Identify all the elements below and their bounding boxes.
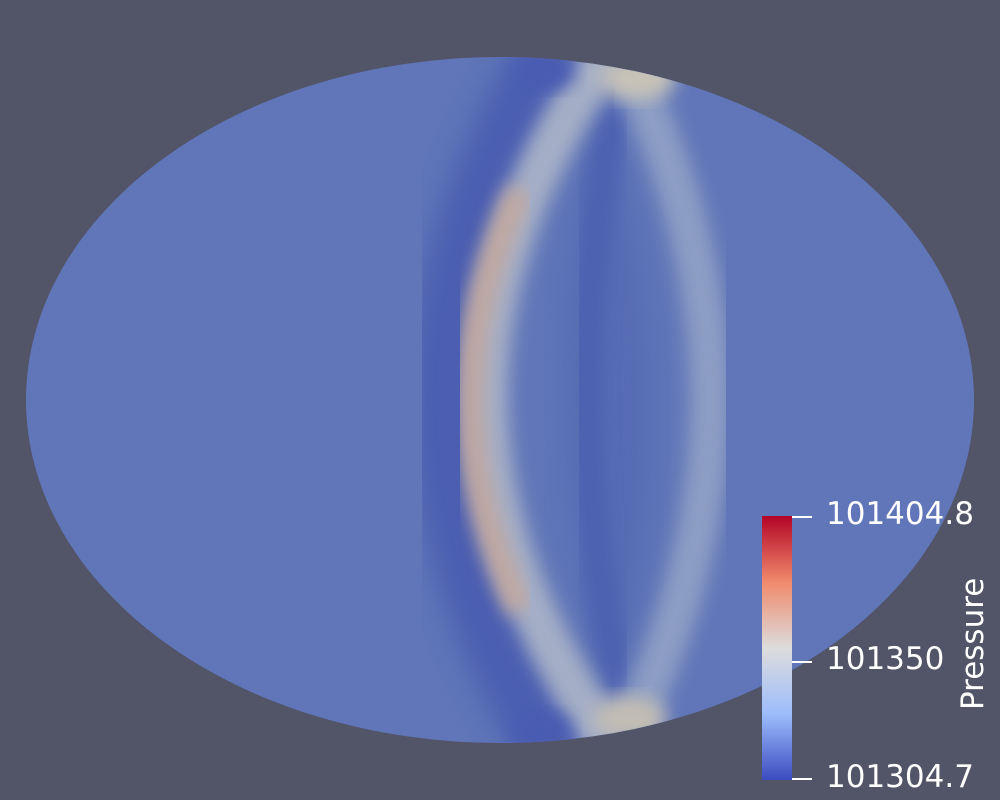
colorbar-min-tick <box>792 778 812 780</box>
bottom-intersection <box>594 696 666 740</box>
colorbar-mid-label: 101350 <box>826 641 945 677</box>
bottom-dark-spot <box>510 712 570 743</box>
left-trough <box>410 57 590 743</box>
top-intersection <box>600 57 676 100</box>
left-crest <box>464 57 633 743</box>
top-dark-spot <box>515 57 575 90</box>
right-crest <box>612 61 730 739</box>
inner-trough-edge <box>571 106 635 694</box>
colorbar-mid-tick <box>792 661 812 663</box>
colorbar-title: Pressure <box>955 577 991 710</box>
colorbar-max-label: 101404.8 <box>826 496 974 532</box>
colorbar-max-tick <box>792 516 812 518</box>
left-crest-core <box>457 184 532 616</box>
colorbar-min-label: 101304.7 <box>826 759 974 795</box>
colorbar <box>762 516 792 780</box>
